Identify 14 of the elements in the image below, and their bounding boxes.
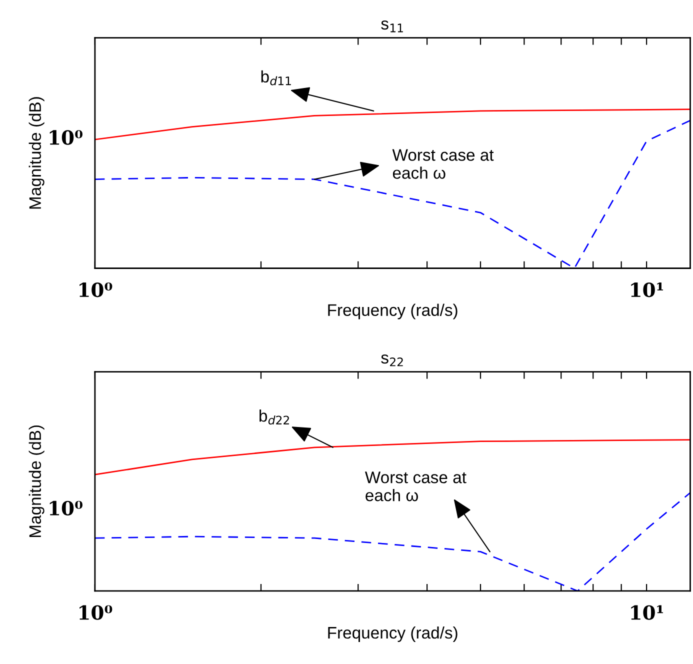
annotation: Worst case at each ω: [364, 472, 466, 502]
text: 10⁰: [50, 130, 82, 145]
x-axis-title: Frequency (rad/s): [328, 304, 458, 320]
y-axis-title: Magnitude (dB): [28, 97, 44, 209]
y-axis-title: Magnitude (dB): [28, 425, 44, 538]
chart-title: s$_{11}$: [381, 20, 403, 32]
x-axis-title: Frequency (rad/s): [328, 626, 458, 642]
chart-title: s$_{22}$: [381, 354, 403, 366]
annotation: Worst case at each ω: [392, 149, 494, 179]
annotation: b$_{d22}$: [260, 410, 289, 425]
x-tick-label: 10¹: [631, 282, 663, 298]
text: 10⁰: [50, 500, 82, 516]
x-tick-label: 10¹: [631, 605, 663, 620]
annotation: b$_{d11}$: [261, 70, 291, 86]
